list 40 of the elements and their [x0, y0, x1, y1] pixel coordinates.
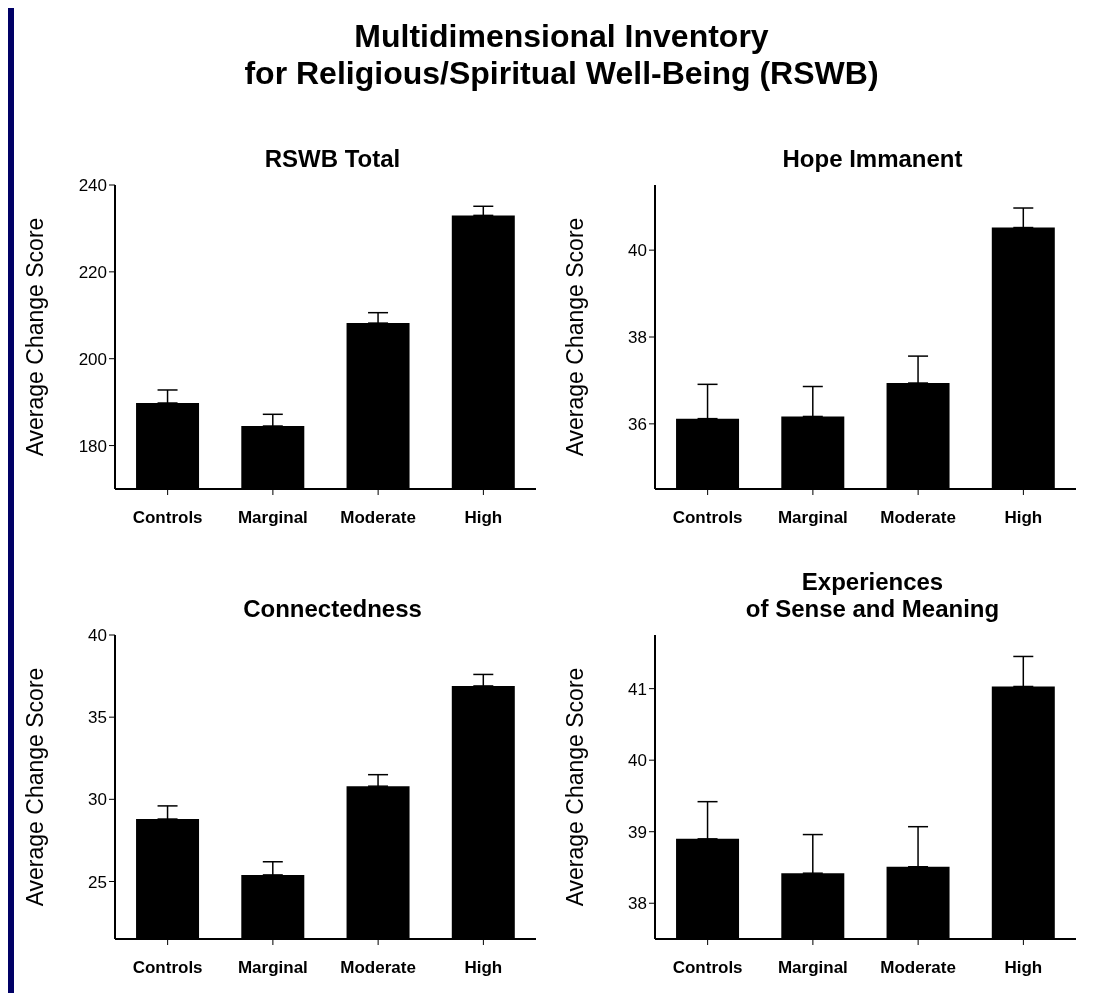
y-tick-label: 38: [628, 894, 647, 914]
x-tick-label: Moderate: [340, 958, 416, 978]
y-axis-title: Average Change Score: [22, 667, 49, 907]
x-tick-label: High: [464, 958, 503, 978]
x-tick-label: Moderate: [880, 958, 956, 978]
y-tick-label: 240: [78, 176, 107, 196]
y-tick-label: 220: [78, 262, 107, 282]
x-tick-label: Controls: [672, 508, 743, 528]
x-tick-label: Marginal: [777, 958, 848, 978]
chart-title: Experiences of Sense and Meaning: [745, 567, 1000, 623]
y-axis-title: Average Change Score: [562, 217, 589, 457]
y-tick-label: 36: [628, 414, 647, 434]
y-axis-title: Average Change Score: [562, 667, 589, 907]
chart-title: Connectedness: [243, 595, 422, 623]
y-tick-label: 38: [628, 328, 647, 348]
x-tick-label: Moderate: [880, 508, 956, 528]
y-tick-label: 200: [78, 349, 107, 369]
x-tick-label: Controls: [132, 508, 203, 528]
x-tick-label: Controls: [672, 958, 743, 978]
x-tick-label: High: [1004, 958, 1043, 978]
y-tick-label: 35: [88, 708, 107, 728]
y-tick-label: 30: [88, 790, 107, 810]
x-tick-label: High: [464, 508, 503, 528]
y-tick-label: 39: [628, 822, 647, 842]
x-tick-label: Marginal: [237, 958, 308, 978]
y-tick-label: 40: [628, 751, 647, 771]
y-tick-label: 40: [88, 626, 107, 646]
y-tick-label: 41: [628, 679, 647, 699]
x-tick-label: Marginal: [237, 508, 308, 528]
y-tick-label: 25: [88, 872, 107, 892]
x-tick-label: Marginal: [777, 508, 848, 528]
y-tick-label: 40: [628, 241, 647, 261]
x-tick-label: Controls: [132, 958, 203, 978]
chart-title: Hope Immanent: [782, 145, 963, 173]
text: Multidimensional Inventory for Religious/Spiritual Well-Being (RSWB): [243, 18, 880, 92]
x-tick-label: High: [1004, 508, 1043, 528]
chart-title: RSWB Total: [264, 145, 401, 173]
x-tick-label: Moderate: [340, 508, 416, 528]
y-axis-title: Average Change Score: [22, 217, 49, 457]
y-tick-label: 180: [78, 436, 107, 456]
